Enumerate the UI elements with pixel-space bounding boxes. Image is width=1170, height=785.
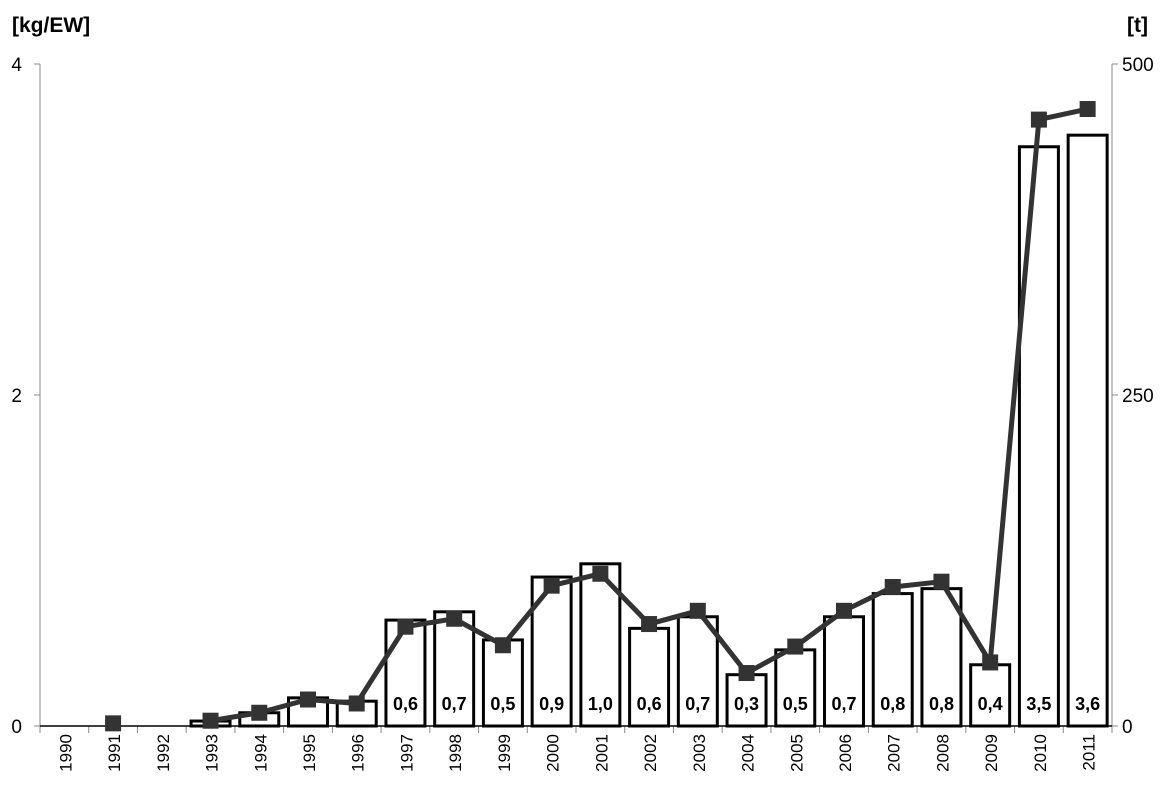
line-marker bbox=[348, 695, 365, 712]
right-tick-label: 250 bbox=[1122, 386, 1154, 407]
bar-data-label: 0,7 bbox=[831, 694, 856, 714]
bar-data-label: 0,5 bbox=[490, 694, 515, 714]
line-marker bbox=[543, 577, 560, 594]
line-marker bbox=[982, 654, 999, 671]
line-marker bbox=[836, 602, 852, 619]
right-tick-label: 0 bbox=[1122, 717, 1133, 738]
line-marker bbox=[787, 638, 804, 655]
x-tick-label: 2006 bbox=[836, 734, 855, 772]
bar-data-label: 0,9 bbox=[539, 694, 564, 714]
bar bbox=[1017, 145, 1060, 728]
right-axis-title: [t] bbox=[1127, 14, 1148, 37]
bar bbox=[1066, 133, 1109, 728]
x-tick-label: 1996 bbox=[349, 734, 368, 772]
x-tick-label: 1997 bbox=[397, 734, 416, 772]
x-tick-label: 2002 bbox=[641, 734, 660, 772]
x-tick-label: 1992 bbox=[154, 734, 173, 772]
line-marker bbox=[446, 610, 463, 627]
x-tick-label: 2009 bbox=[982, 734, 1001, 772]
x-tick-label: 2001 bbox=[592, 734, 611, 772]
bar-data-label: 0,8 bbox=[880, 694, 905, 714]
left-tick-label: 2 bbox=[11, 386, 22, 407]
bar-data-label: 3,6 bbox=[1075, 694, 1100, 714]
bar-data-label: 0,7 bbox=[442, 694, 467, 714]
x-tick-label: 1998 bbox=[446, 734, 465, 772]
bar bbox=[628, 626, 671, 728]
left-tick-label: 4 bbox=[11, 55, 22, 76]
line-marker bbox=[689, 602, 706, 619]
left-axis-title: [kg/EW] bbox=[12, 14, 91, 37]
line-marker bbox=[641, 616, 658, 633]
bar-data-label: 0,5 bbox=[783, 694, 808, 714]
line-marker bbox=[202, 712, 219, 729]
bar bbox=[774, 648, 817, 728]
left-tick-label: 0 bbox=[11, 717, 22, 738]
bar-data-label: 0,6 bbox=[393, 694, 418, 714]
x-tick-label: 2010 bbox=[1031, 734, 1050, 772]
line-marker bbox=[251, 704, 268, 721]
line-marker bbox=[933, 573, 950, 590]
bar-data-label: 0,6 bbox=[637, 694, 662, 714]
bar-data-label: 0,4 bbox=[978, 694, 1003, 714]
x-tick-label: 1993 bbox=[203, 734, 222, 772]
bar bbox=[579, 562, 622, 728]
x-tick-label: 2005 bbox=[787, 734, 806, 772]
bar-data-label: 0,8 bbox=[929, 694, 954, 714]
line-marker bbox=[300, 691, 316, 708]
x-tick-label: 2004 bbox=[739, 734, 758, 772]
x-tick-label: 1999 bbox=[495, 734, 514, 772]
line-marker bbox=[494, 637, 511, 654]
x-tick-label: 1990 bbox=[56, 734, 75, 772]
bar-data-label: 0,3 bbox=[734, 694, 759, 714]
x-tick-label: 1995 bbox=[300, 734, 319, 772]
x-tick-label: 2007 bbox=[885, 734, 904, 772]
bar-data-label: 1,0 bbox=[588, 694, 613, 714]
line-marker bbox=[1030, 111, 1047, 128]
x-tick-label: 1994 bbox=[251, 734, 270, 772]
line-marker bbox=[738, 665, 755, 682]
line-marker bbox=[397, 618, 414, 635]
bar-data-label: 3,5 bbox=[1026, 694, 1051, 714]
x-tick-label: 2011 bbox=[1080, 734, 1099, 771]
line-marker bbox=[884, 578, 901, 595]
x-tick-label: 2008 bbox=[933, 734, 952, 772]
x-tick-label: 1991 bbox=[105, 734, 124, 772]
bar-data-label: 0,7 bbox=[685, 694, 710, 714]
line-marker bbox=[105, 715, 122, 732]
bar bbox=[823, 615, 865, 728]
x-tick-label: 2000 bbox=[544, 734, 563, 772]
right-tick-label: 500 bbox=[1122, 55, 1154, 76]
x-tick-label: 2003 bbox=[690, 734, 709, 772]
line-marker bbox=[592, 565, 609, 582]
line-marker bbox=[1079, 101, 1096, 118]
